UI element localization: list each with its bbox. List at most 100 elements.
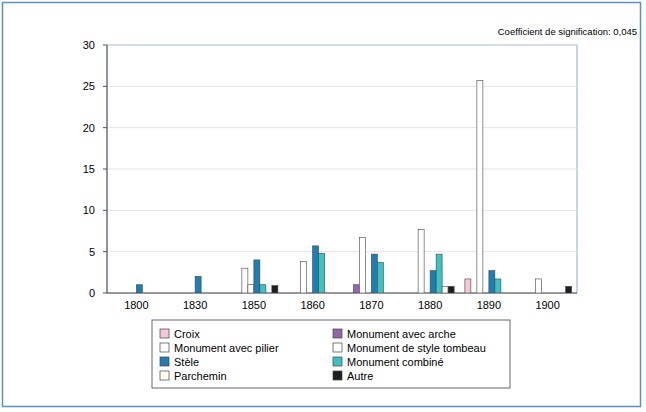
bar <box>148 293 154 294</box>
bar <box>307 293 313 294</box>
bar <box>554 293 560 294</box>
tick-mark <box>103 293 107 294</box>
bar <box>507 293 513 294</box>
bar <box>177 293 183 294</box>
legend-swatch <box>333 343 342 352</box>
x-tick-label: 1870 <box>359 299 383 311</box>
bar <box>524 293 530 294</box>
bar <box>383 293 389 294</box>
bars <box>136 81 571 293</box>
bar <box>183 293 189 294</box>
bar <box>142 293 148 294</box>
y-axis <box>107 45 108 293</box>
bar <box>154 293 160 294</box>
legend-swatch <box>160 371 169 380</box>
grid-line <box>107 251 577 252</box>
grid-line <box>107 45 577 46</box>
bar <box>319 253 325 293</box>
legend-label: Parchemin <box>174 370 227 382</box>
bar <box>536 279 542 293</box>
x-tick-label: 1850 <box>242 299 266 311</box>
bar <box>412 293 418 294</box>
legend-label: Autre <box>347 370 373 382</box>
bar <box>301 262 307 293</box>
bar <box>560 293 566 294</box>
bar <box>260 285 266 293</box>
tick-mark <box>103 251 107 252</box>
bar <box>248 285 254 293</box>
bar <box>289 293 295 294</box>
bar <box>242 268 248 293</box>
legend <box>152 320 510 388</box>
bar <box>295 293 301 294</box>
bar <box>448 286 454 293</box>
plot-area <box>107 45 577 293</box>
grid-line <box>107 86 577 87</box>
bar <box>124 293 130 294</box>
bar <box>347 293 353 294</box>
bar <box>442 286 448 293</box>
legend-swatch <box>333 371 342 380</box>
y-tick-label: 0 <box>89 287 95 299</box>
bar <box>436 254 442 293</box>
tick-mark <box>103 169 107 170</box>
tick-mark <box>103 127 107 128</box>
bar <box>171 293 177 294</box>
x-tick-label: 1890 <box>477 299 501 311</box>
bar <box>195 276 201 293</box>
bar <box>130 293 136 294</box>
bar <box>371 254 377 293</box>
bar <box>207 293 213 294</box>
bar <box>365 293 371 294</box>
bar <box>377 262 383 293</box>
legend-label: Monument de style tombeau <box>347 342 486 354</box>
bar <box>530 293 536 294</box>
bar <box>548 293 554 294</box>
bar <box>230 293 236 294</box>
bar <box>542 293 548 294</box>
bar <box>406 293 412 294</box>
bar <box>430 271 436 293</box>
x-tick-label: 1900 <box>535 299 559 311</box>
bar <box>325 293 331 294</box>
x-tick-label: 1860 <box>300 299 324 311</box>
bar <box>353 285 359 293</box>
legend-swatch <box>160 343 169 352</box>
tick-mark <box>103 210 107 211</box>
y-tick-label: 20 <box>83 122 95 134</box>
bar <box>266 293 272 294</box>
y-tick-label: 25 <box>83 80 95 92</box>
y-tick-label: 15 <box>83 163 95 175</box>
bar <box>489 271 495 293</box>
bar <box>566 286 572 293</box>
bar <box>189 293 195 294</box>
x-tick-label: 1800 <box>124 299 148 311</box>
y-tick-label: 10 <box>83 204 95 216</box>
bar <box>495 279 501 293</box>
legend-label: Monument combiné <box>347 356 444 368</box>
tick-mark <box>103 86 107 87</box>
grid-line <box>107 127 577 128</box>
legend-swatch <box>333 357 342 366</box>
bar <box>313 246 319 293</box>
bar <box>424 293 430 294</box>
legend-label: Monument avec arche <box>347 328 456 340</box>
bar <box>236 293 242 294</box>
bar <box>465 279 471 293</box>
grid-line <box>107 293 577 294</box>
bar <box>201 293 207 294</box>
x-tick-label: 1880 <box>418 299 442 311</box>
bar <box>331 293 337 294</box>
y-tick-label: 5 <box>89 246 95 258</box>
legend-label: Stèle <box>174 356 199 368</box>
legend-swatch <box>333 329 342 338</box>
chart: 0510152025301800183018501860187018801890… <box>0 0 646 412</box>
bar <box>477 81 483 293</box>
bar <box>112 293 118 294</box>
bar <box>359 238 365 293</box>
y-tick-label: 30 <box>83 39 95 51</box>
bar <box>213 293 219 294</box>
legend-label: Croix <box>174 328 200 340</box>
legend-label: Monument avec pilier <box>174 342 279 354</box>
annotation: Coefficient de signification: 0,045 <box>498 26 637 37</box>
